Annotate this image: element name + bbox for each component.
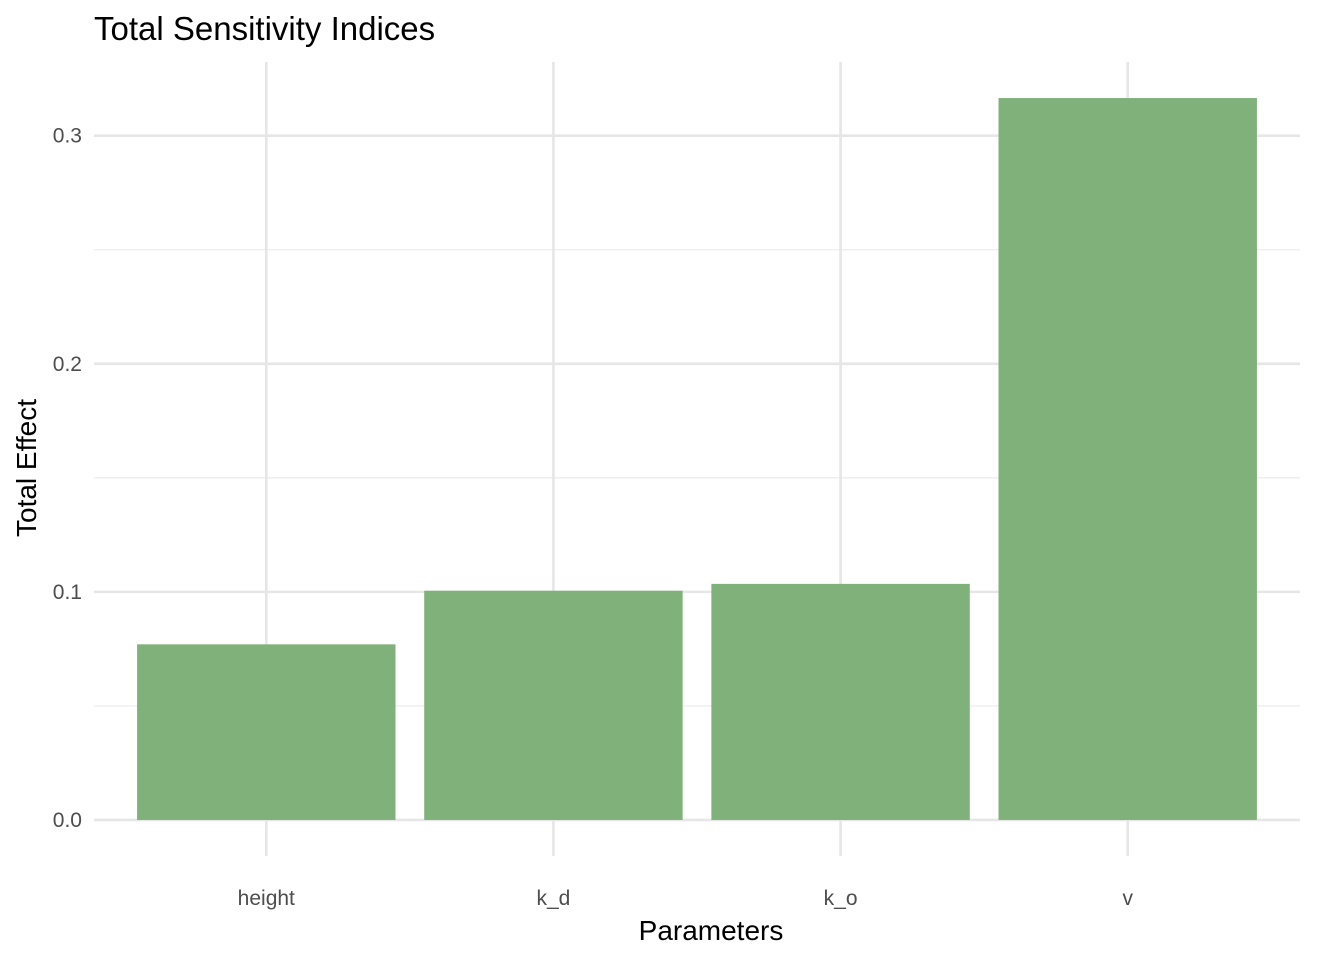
y-tick-label-0: 0.0: [53, 809, 82, 832]
y-axis-title: Total Effect: [11, 399, 42, 537]
y-tick-label-3: 0.3: [53, 125, 82, 148]
tick-labels: 0.0 0.1 0.2 0.3 height k_d k_o v: [53, 125, 1134, 910]
chart-title: Total Sensitivity Indices: [94, 10, 435, 47]
bar-height: [137, 644, 396, 820]
x-tick-label-0: height: [238, 887, 295, 910]
y-tick-label-1: 0.1: [53, 581, 82, 604]
bars: [137, 98, 1257, 820]
bar-k-d: [424, 590, 683, 820]
bar-k-o: [711, 583, 970, 820]
y-tick-label-2: 0.2: [53, 353, 82, 376]
x-axis-title: Parameters: [639, 915, 784, 946]
bar-v: [998, 98, 1257, 820]
x-tick-label-1: k_d: [536, 887, 570, 910]
x-tick-label-2: k_o: [824, 887, 858, 910]
x-tick-label-3: v: [1122, 887, 1133, 910]
